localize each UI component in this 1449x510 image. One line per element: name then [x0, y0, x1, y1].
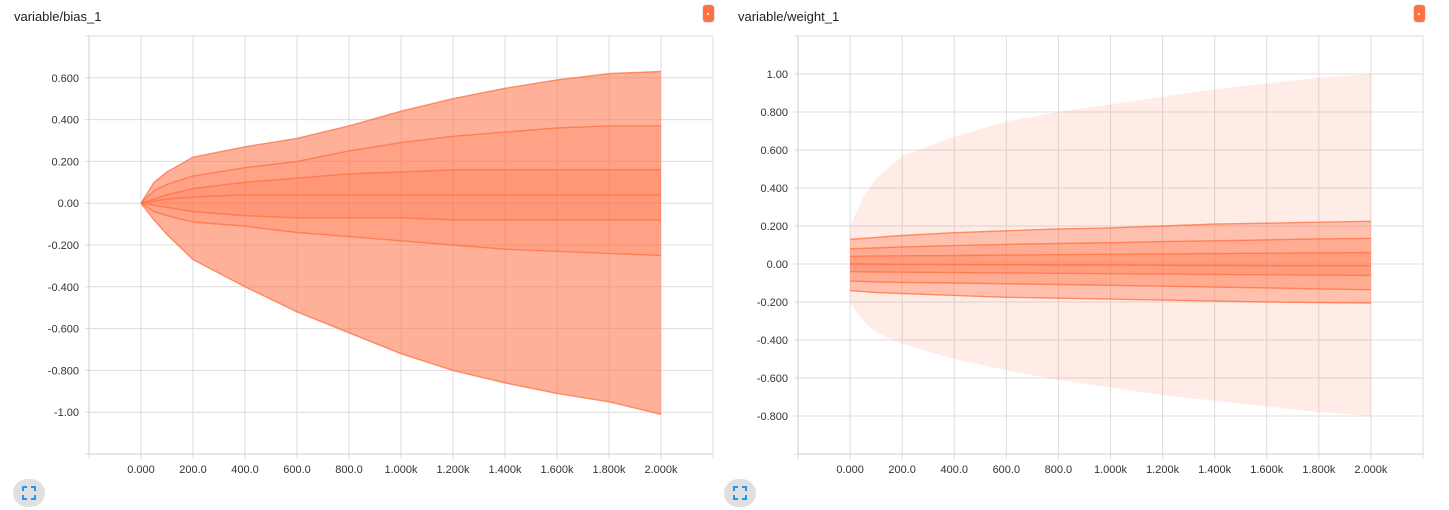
x-tick-label: 0.000 — [127, 464, 155, 475]
x-tick-label: 1.600k — [1250, 464, 1284, 475]
y-tick-label: -0.400 — [757, 335, 788, 347]
percentile-line — [140, 70, 662, 204]
x-tick-label: 600.0 — [993, 464, 1021, 475]
y-tick-label: -0.200 — [757, 297, 788, 309]
histogram-panel-bias: variable/bias_1 0.000 200.0 400.0 600.0 800.… — [0, 0, 724, 510]
percentile-line — [140, 202, 661, 221]
percentile-lines — [140, 70, 662, 415]
y-tick-label: 0.800 — [760, 107, 788, 119]
chart-title: variable/weight_1 — [738, 9, 840, 24]
x-tick-labels: 0.000 200.0 400.0 600.0 800.0 1.000k 1.200k 1.4… — [127, 464, 678, 475]
x-tick-label: 1.200k — [1146, 464, 1180, 475]
distribution-chart-bias[interactable]: 0.000 200.0 400.0 600.0 800.0 1.000k 1.200k 1.4… — [0, 0, 724, 475]
y-tick-label: -0.600 — [757, 373, 788, 385]
y-tick-label: 0.200 — [760, 221, 788, 233]
fullscreen-icon — [22, 486, 36, 500]
x-tick-label: 200.0 — [179, 464, 207, 475]
fullscreen-button[interactable] — [13, 479, 45, 507]
percentile-line — [140, 202, 662, 415]
distribution-chart-weight[interactable]: 0.000 200.0 400.0 600.0 800.0 1.000k 1.200k 1.4… — [724, 0, 1449, 475]
x-tick-label: 1.800k — [1302, 464, 1336, 475]
distribution-bands — [141, 71, 661, 415]
percentile-lines — [850, 220, 1371, 304]
x-tick-label: 2.000k — [644, 464, 678, 475]
x-tick-label: 1.600k — [540, 464, 574, 475]
y-tick-label: -0.800 — [48, 365, 79, 377]
chart-title: variable/bias_1 — [14, 9, 102, 24]
percentile-line — [850, 220, 1371, 240]
x-tick-label: 1.400k — [488, 464, 522, 475]
x-tick-label: 0.000 — [836, 464, 864, 475]
x-tick-label: 1.000k — [384, 464, 418, 475]
y-tick-label: -0.200 — [48, 240, 79, 252]
y-tick-label: 1.00 — [767, 69, 788, 81]
y-tick-label: -0.400 — [48, 282, 79, 294]
y-tick-label: 0.600 — [760, 145, 788, 157]
x-tick-labels: 0.000 200.0 400.0 600.0 800.0 1.000k 1.200k 1.4… — [836, 464, 1388, 475]
percentile-line — [850, 270, 1371, 277]
percentile-line — [850, 280, 1371, 291]
fullscreen-icon — [733, 486, 747, 500]
x-tick-label: 400.0 — [231, 464, 259, 475]
x-tick-label: 800.0 — [335, 464, 363, 475]
x-tick-label: 600.0 — [283, 464, 311, 475]
x-tick-label: 1.000k — [1094, 464, 1128, 475]
percentile-line — [140, 194, 661, 204]
distribution-band — [850, 74, 1371, 416]
x-tick-label: 400.0 — [940, 464, 968, 475]
y-tick-labels: 1.00 0.800 0.600 0.400 0.200 0.00 -0.200 -0.400… — [757, 69, 788, 423]
x-tick-label: 2.000k — [1354, 464, 1388, 475]
x-tick-label: 1.800k — [592, 464, 626, 475]
y-tick-labels: 0.600 0.400 0.200 0.00 -0.200 -0.400 -0.600 -0.… — [48, 73, 79, 419]
distribution-band — [850, 252, 1371, 276]
percentile-line — [140, 125, 661, 204]
run-color-icon[interactable] — [1414, 5, 1425, 22]
y-tick-label: 0.400 — [51, 115, 79, 127]
y-tick-label: 0.00 — [767, 259, 788, 271]
y-tick-label: -0.800 — [757, 411, 788, 423]
percentile-line — [140, 202, 662, 257]
y-tick-label: 0.400 — [760, 183, 788, 195]
y-tick-label: 0.200 — [51, 156, 79, 168]
percentile-line — [850, 237, 1371, 250]
distribution-band — [850, 238, 1371, 290]
percentile-line — [850, 251, 1371, 258]
x-tick-label: 800.0 — [1045, 464, 1073, 475]
y-tick-label: -0.600 — [48, 324, 79, 336]
y-tick-label: -1.00 — [54, 407, 79, 419]
x-tick-label: 1.400k — [1198, 464, 1232, 475]
x-tick-label: 1.200k — [436, 464, 470, 475]
distribution-band — [850, 221, 1371, 303]
percentile-line — [850, 289, 1371, 304]
y-tick-label: 0.600 — [51, 73, 79, 85]
y-tick-label: 0.00 — [58, 198, 79, 210]
run-color-icon[interactable] — [703, 5, 714, 22]
distribution-band — [141, 71, 661, 415]
percentile-line — [140, 169, 661, 204]
distribution-band — [141, 125, 661, 256]
percentile-line — [850, 263, 1371, 267]
histogram-panel-weight: variable/weight_1 0.000 200.0 400.0 600.0 80… — [724, 0, 1449, 510]
distribution-bands — [850, 74, 1371, 416]
x-tick-label: 200.0 — [888, 464, 916, 475]
fullscreen-button[interactable] — [724, 479, 756, 507]
